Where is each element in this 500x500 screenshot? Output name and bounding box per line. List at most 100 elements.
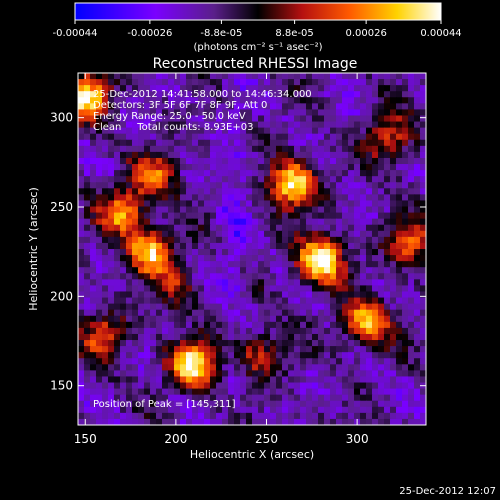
heatmap-cell <box>360 194 367 202</box>
heatmap-cell <box>186 418 193 425</box>
annotation-detectors: Detectors: 3F 5F 6F 7F 8F 9F, Att 0 <box>93 100 267 111</box>
heatmap-cell <box>420 358 426 365</box>
heatmap-cell <box>414 382 421 390</box>
heatmap-cell <box>360 376 367 384</box>
heatmap-cell <box>198 291 205 299</box>
heatmap-cell <box>126 182 133 189</box>
heatmap-cell <box>258 73 265 80</box>
heatmap-cell <box>414 285 421 293</box>
heatmap-cell <box>258 109 265 117</box>
heatmap-cell <box>420 145 426 153</box>
heatmap-cell <box>312 145 319 153</box>
heatmap-cell <box>360 212 367 220</box>
heatmap-cell <box>288 242 295 250</box>
heatmap-cell <box>366 188 373 195</box>
heatmap-cell <box>144 170 151 177</box>
heatmap-cell <box>366 249 373 256</box>
heatmap-cell <box>138 321 145 329</box>
heatmap-cell <box>354 370 361 378</box>
heatmap-cell <box>162 218 169 226</box>
heatmap-cell <box>198 273 205 280</box>
heatmap-cell <box>372 327 379 335</box>
heatmap-cell <box>414 291 421 299</box>
heatmap-cell <box>288 212 295 220</box>
heatmap-cell <box>210 273 217 280</box>
heatmap-cell <box>174 79 181 86</box>
heatmap-cell <box>102 145 109 153</box>
heatmap-cell <box>294 370 301 378</box>
heatmap-cell <box>192 115 199 123</box>
heatmap-cell <box>156 145 163 153</box>
heatmap-cell <box>102 200 109 208</box>
heatmap-cell <box>90 285 97 293</box>
heatmap-cell <box>414 340 421 347</box>
heatmap-cell <box>366 230 373 238</box>
heatmap-cell <box>348 91 355 98</box>
heatmap-cell <box>402 388 409 396</box>
heatmap-cell <box>204 346 211 353</box>
heatmap-cell <box>318 261 325 268</box>
colorbar-tick-label: -0.00044 <box>53 28 98 39</box>
heatmap-cell <box>84 315 91 323</box>
heatmap-cell <box>96 261 103 268</box>
heatmap-cell <box>306 346 313 353</box>
heatmap-cell <box>138 194 145 202</box>
heatmap-cell <box>216 79 223 86</box>
heatmap-cell <box>306 340 313 347</box>
heatmap-cell <box>252 303 259 311</box>
heatmap-cell <box>234 400 241 408</box>
heatmap-cell <box>192 188 199 195</box>
heatmap-cell <box>300 176 307 183</box>
heatmap-cell <box>192 151 199 159</box>
heatmap-cell <box>336 412 343 420</box>
heatmap-cell <box>276 327 283 335</box>
heatmap-cell <box>204 333 211 341</box>
heatmap-cell <box>150 418 157 425</box>
heatmap-cell <box>204 242 211 250</box>
heatmap-cell <box>252 121 259 129</box>
heatmap-cell <box>336 242 343 250</box>
heatmap-cell <box>156 273 163 280</box>
heatmap-cell <box>84 139 91 147</box>
heatmap-cell <box>240 327 247 335</box>
heatmap-cell <box>210 364 217 371</box>
heatmap-cell <box>180 249 187 256</box>
heatmap-cell <box>180 109 187 117</box>
heatmap-cell <box>210 327 217 335</box>
heatmap-cell <box>252 97 259 104</box>
heatmap-cell <box>324 230 331 238</box>
heatmap-cell <box>204 224 211 232</box>
heatmap-cell <box>96 109 103 117</box>
heatmap-cell <box>324 376 331 384</box>
heatmap-cell <box>288 346 295 353</box>
heatmap-cell <box>360 321 367 329</box>
heatmap-cell <box>186 91 193 98</box>
heatmap-cell <box>420 321 426 329</box>
heatmap-cell <box>336 145 343 153</box>
heatmap-cell <box>90 249 97 256</box>
heatmap-cell <box>204 194 211 202</box>
heatmap-cell <box>318 400 325 408</box>
heatmap-cell <box>84 358 91 365</box>
heatmap-cell <box>180 127 187 135</box>
heatmap-cell <box>246 327 253 335</box>
heatmap-cell <box>240 170 247 177</box>
heatmap-cell <box>276 285 283 293</box>
heatmap-cell <box>408 133 415 141</box>
heatmap-cell <box>276 394 283 402</box>
heatmap-cell <box>258 85 265 92</box>
heatmap-cell <box>360 249 367 256</box>
heatmap-cell <box>150 382 157 390</box>
heatmap-cell <box>264 91 271 98</box>
heatmap-cell <box>246 218 253 226</box>
heatmap-cell <box>126 352 133 359</box>
heatmap-cell <box>144 242 151 250</box>
heatmap-cell <box>360 297 367 305</box>
heatmap-cell <box>396 261 403 268</box>
heatmap-cell <box>270 127 277 135</box>
heatmap-cell <box>312 394 319 402</box>
heatmap-cell <box>384 297 391 305</box>
heatmap-cell <box>312 279 319 287</box>
heatmap-cell <box>138 352 145 359</box>
heatmap-cell <box>348 73 355 80</box>
